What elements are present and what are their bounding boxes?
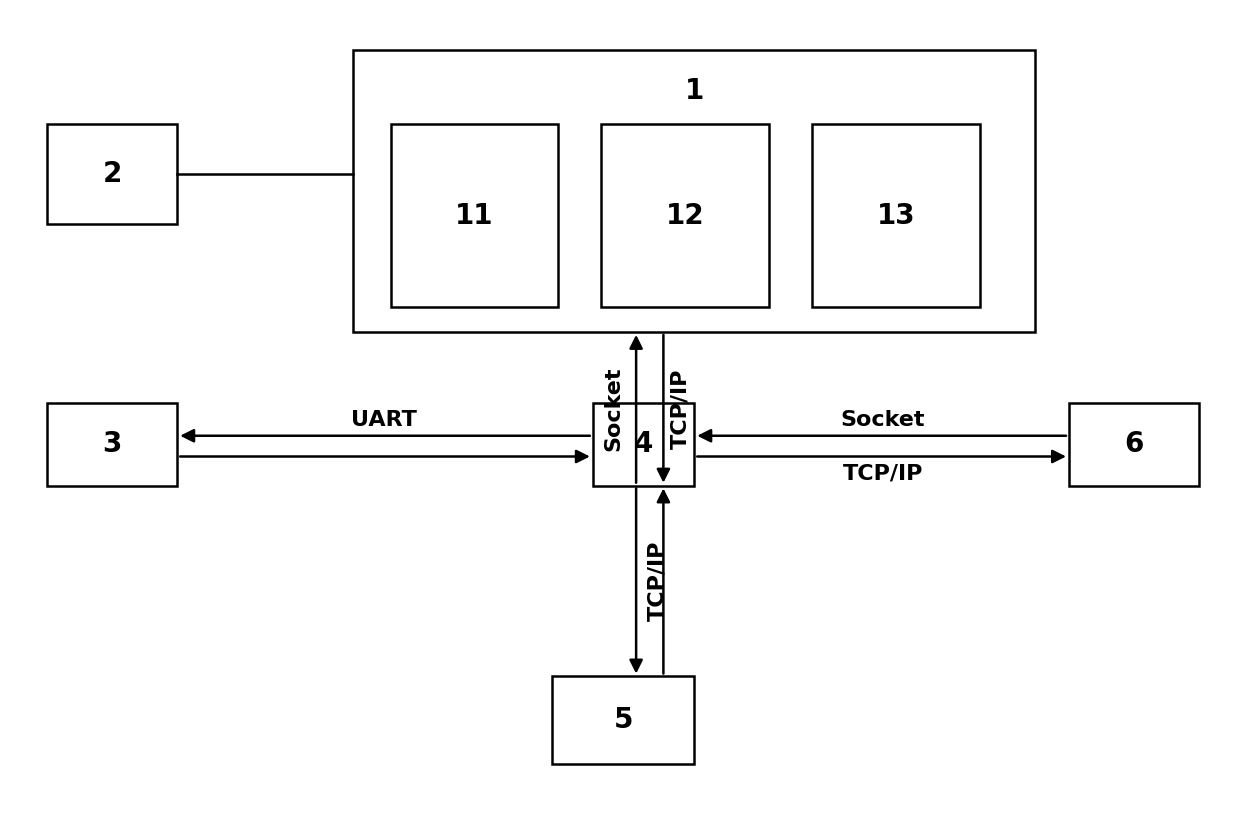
Text: TCP/IP: TCP/IP [647,541,667,621]
Bar [812,124,980,307]
Text: 12: 12 [666,202,704,230]
Bar [47,124,177,224]
Text: Socket: Socket [604,366,624,451]
Text: 11: 11 [455,202,494,230]
Text: 13: 13 [877,202,915,230]
Text: 3: 3 [103,430,122,458]
Text: Socket: Socket [841,410,925,430]
Bar [552,676,694,764]
Text: UART: UART [351,410,418,430]
Bar [601,124,769,307]
Text: 4: 4 [634,430,653,458]
Text: 5: 5 [614,706,632,734]
Text: 1: 1 [684,77,704,105]
Bar [47,403,177,486]
Bar [593,403,694,486]
Bar [1069,403,1199,486]
Bar [353,50,1035,332]
Text: TCP/IP: TCP/IP [671,369,691,448]
Text: 2: 2 [103,160,122,188]
Bar [391,124,558,307]
Text: TCP/IP: TCP/IP [843,463,923,483]
Text: 6: 6 [1125,430,1143,458]
